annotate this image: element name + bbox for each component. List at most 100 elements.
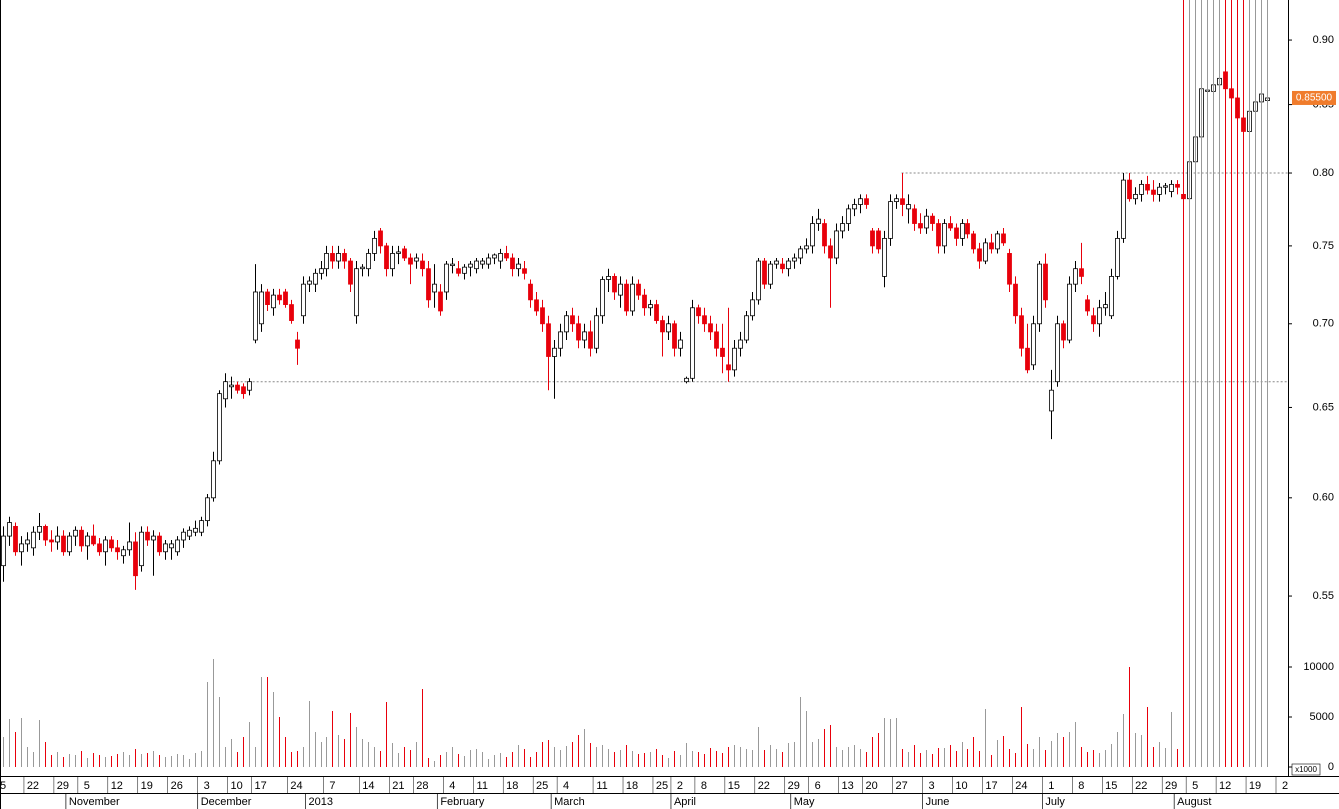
candle-body — [235, 384, 240, 391]
candle-body — [55, 535, 60, 543]
candle-body — [660, 320, 665, 333]
candle-body — [1031, 323, 1036, 366]
candle-body — [1139, 183, 1144, 195]
candle-body — [127, 541, 132, 551]
x-tick-label: 29 — [1165, 780, 1177, 792]
candle-body — [289, 304, 294, 321]
candle-body — [648, 304, 653, 309]
month-label: April — [674, 796, 696, 808]
candle-body — [738, 339, 743, 349]
candle-body — [948, 223, 953, 229]
candle-body — [888, 201, 893, 239]
candle-body — [265, 291, 270, 305]
volume-unit: x1000 — [1295, 765, 1317, 774]
candle-body — [67, 535, 72, 553]
x-tick-label: 6 — [815, 780, 821, 792]
x-tick-label: 7 — [329, 780, 335, 792]
x-tick-label: 11 — [596, 780, 607, 792]
candle-body — [43, 525, 48, 541]
candle-body — [1127, 179, 1132, 200]
candle-body — [133, 541, 138, 577]
x-tick-label: 8 — [1078, 780, 1084, 792]
y-tick-label: 0.80 — [1313, 167, 1334, 179]
candle-body — [816, 218, 821, 224]
candle-body — [744, 315, 749, 341]
candle-body — [546, 323, 551, 357]
x-tick-label: 17 — [985, 780, 997, 792]
candle-body — [1019, 315, 1024, 349]
candle-body — [1025, 347, 1030, 371]
candle-body — [324, 253, 329, 270]
candle-body — [1, 535, 6, 567]
candle-body — [1145, 183, 1150, 191]
candle-body — [157, 535, 162, 553]
candle-body — [588, 331, 593, 349]
candle-body — [942, 223, 947, 247]
candle-body — [882, 237, 887, 277]
candle-body — [354, 268, 359, 317]
x-tick-label: 3 — [928, 780, 934, 792]
candle-body — [438, 291, 443, 312]
candle-body — [876, 230, 881, 250]
candle-body — [199, 520, 204, 533]
candle-body — [510, 257, 515, 270]
y-tick-label: 0.70 — [1313, 318, 1334, 330]
last-price-label: 0.85500 — [1296, 93, 1333, 104]
x-tick-label: 14 — [362, 780, 374, 792]
candle-body — [768, 263, 773, 285]
x-tick-label: 26 — [171, 780, 183, 792]
candle-body — [432, 283, 437, 293]
candle-body — [714, 331, 719, 349]
candle-body — [672, 323, 677, 349]
candle-body — [1007, 253, 1012, 285]
candle-body — [1175, 183, 1180, 188]
candle-body — [852, 204, 857, 210]
candle-body — [115, 547, 120, 553]
candle-body — [1043, 263, 1048, 301]
candle-body — [372, 237, 377, 254]
candle-body — [606, 276, 611, 280]
candle-body — [702, 315, 707, 325]
candle-body — [1103, 304, 1108, 309]
candle-body — [498, 253, 503, 262]
x-tick-label: 22 — [1135, 780, 1147, 792]
x-tick-label: 3 — [204, 780, 210, 792]
candle-body — [582, 331, 587, 341]
candle-body — [217, 393, 222, 462]
candle-body — [259, 291, 264, 325]
x-tick-label: 28 — [416, 780, 428, 792]
candle-body — [1067, 283, 1072, 341]
candle-body — [630, 283, 635, 312]
candle-body — [612, 276, 617, 293]
candle-body — [930, 215, 935, 224]
candle-body — [666, 323, 671, 333]
candle-body — [301, 283, 306, 317]
candle-body — [834, 230, 839, 259]
x-tick-label: 1 — [1048, 780, 1054, 792]
x-tick-label: 11 — [477, 780, 488, 792]
candle-body — [97, 543, 102, 553]
x-tick-label: 22 — [758, 780, 770, 792]
candle-body — [271, 294, 276, 309]
candle-body — [1115, 237, 1120, 277]
candle-body — [840, 223, 845, 232]
candle-body — [1157, 186, 1162, 195]
candle-body — [247, 381, 252, 391]
month-label: July — [1045, 796, 1065, 808]
candle-body — [378, 230, 383, 247]
candle-body — [822, 223, 827, 247]
candle-body — [1169, 183, 1174, 192]
candle-body — [223, 381, 228, 400]
candle-body — [342, 253, 347, 262]
candle-body — [780, 263, 785, 270]
month-label: December — [201, 796, 252, 808]
candle-body — [37, 525, 42, 533]
candle-body — [504, 253, 509, 259]
x-tick-label: 22 — [27, 780, 39, 792]
candle-body — [983, 242, 988, 262]
candle-body — [1073, 268, 1078, 285]
candle-body — [894, 198, 899, 203]
candle-body — [163, 543, 168, 553]
candle-body — [175, 539, 180, 553]
candle-body — [229, 384, 234, 388]
